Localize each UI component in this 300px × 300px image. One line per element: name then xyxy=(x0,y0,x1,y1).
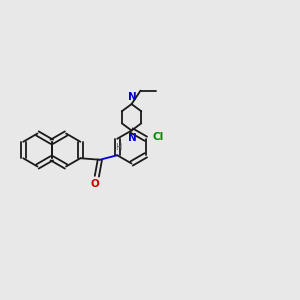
Text: N: N xyxy=(128,133,136,143)
Text: Cl: Cl xyxy=(152,132,164,142)
Text: N: N xyxy=(128,92,136,102)
Text: H: H xyxy=(115,143,121,152)
Text: O: O xyxy=(91,179,100,189)
